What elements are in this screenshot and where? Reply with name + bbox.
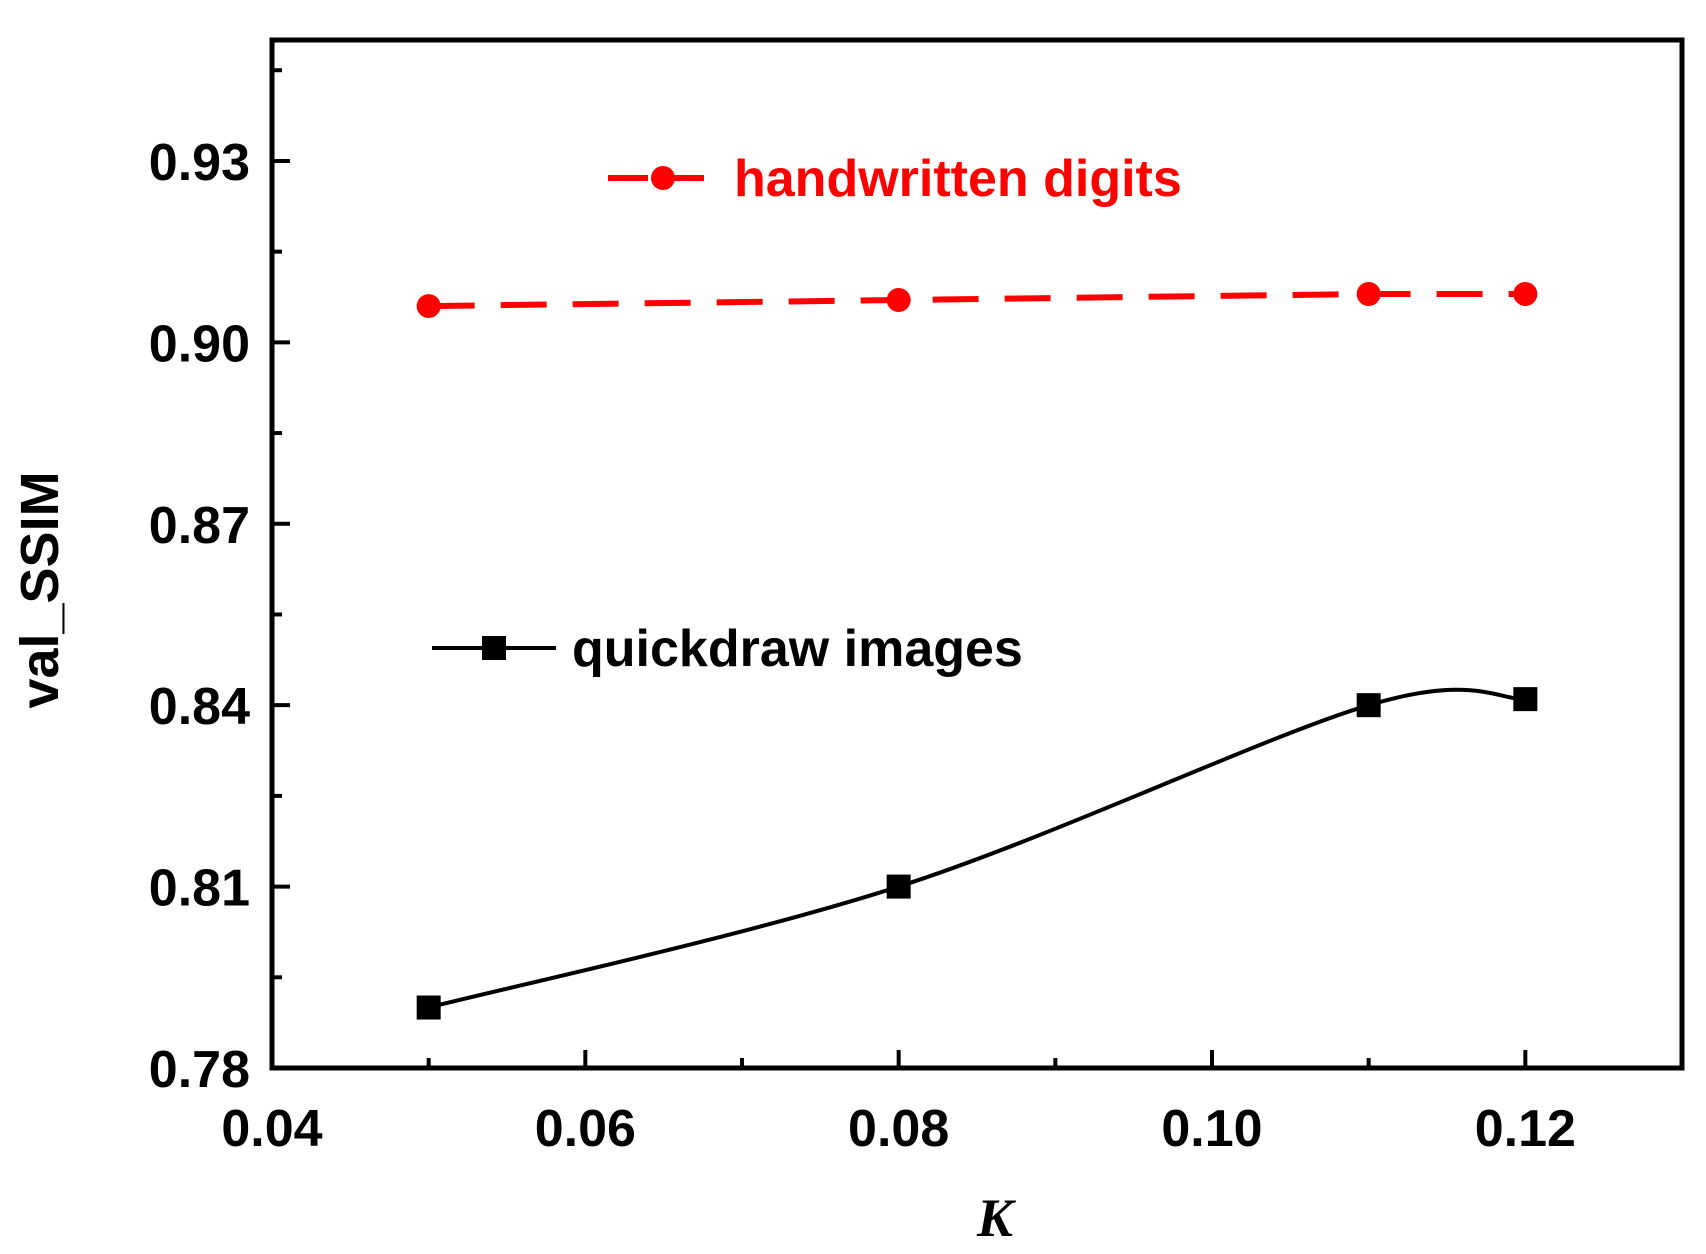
legend-item: handwritten digits [608, 150, 1182, 208]
tick-labels: 0.04 0.06 0.08 0.10 0.12 0.78 0.81 0.84 0.87 0.90… [149, 134, 1576, 1158]
y-tick-label: 0.78 [149, 1041, 250, 1099]
data-point [1356, 281, 1381, 306]
x-tick-label: 0.04 [221, 1100, 322, 1158]
legend-label: handwritten digits [734, 150, 1182, 208]
series-layer [416, 281, 1538, 1020]
data-point [1513, 687, 1538, 712]
plot-frame [269, 37, 1685, 1071]
legend-marker [482, 636, 506, 660]
x-tick-label: 0.06 [535, 1100, 636, 1158]
y-tick-label: 0.90 [149, 315, 250, 373]
legend-label: quickdraw images [572, 620, 1023, 678]
tick-marks [270, 68, 1528, 1070]
data-point [886, 288, 911, 313]
x-tick-label: 0.08 [848, 1100, 949, 1158]
y-tick-label: 0.84 [149, 678, 250, 736]
series-line [428, 687, 1526, 1010]
y-tick-label: 0.87 [149, 497, 250, 555]
y-tick-label: 0.93 [149, 134, 250, 192]
legend-marker [651, 166, 675, 190]
x-tick-label: 0.10 [1161, 1100, 1262, 1158]
x-tick-label: 0.12 [1475, 1100, 1576, 1158]
series-1 [416, 281, 1538, 319]
y-axis-title: val_SSIM [10, 471, 70, 708]
data-point [416, 995, 441, 1020]
data-point [416, 294, 441, 319]
x-axis-title: K [976, 1188, 1017, 1248]
legend: handwritten digits quickdraw images [432, 150, 1182, 678]
series-line [428, 290, 1526, 310]
data-point [1513, 281, 1538, 306]
series-2 [416, 687, 1538, 1020]
data-point [886, 874, 911, 899]
data-point [1356, 693, 1381, 718]
y-tick-label: 0.81 [149, 860, 250, 918]
legend-item: quickdraw images [432, 620, 1023, 678]
